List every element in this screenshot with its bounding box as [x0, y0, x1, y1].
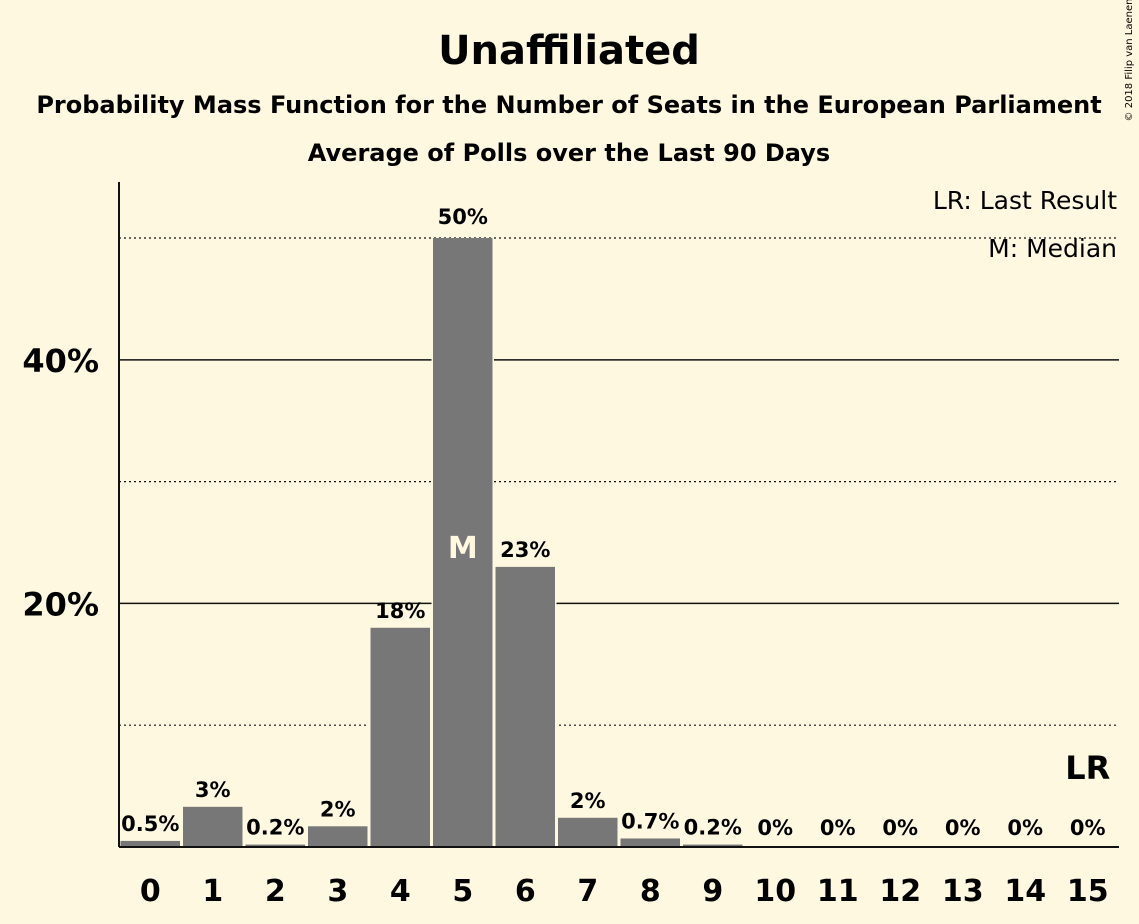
grid: [119, 237, 1119, 726]
data-label-9: 0.2%: [684, 816, 742, 840]
bar-5: [433, 238, 493, 847]
legend-entry-1: M: Median: [988, 234, 1117, 263]
x-tick-label-7: 7: [577, 874, 598, 909]
bar-0: [120, 840, 180, 847]
x-tick-label-13: 13: [942, 874, 984, 909]
data-label-5: 50%: [438, 205, 488, 229]
credit: © 2018 Filip van Laenen: [1124, 0, 1135, 121]
data-label-8: 0.7%: [621, 809, 679, 833]
bar-4: [370, 627, 430, 847]
legend-entry-0: LR: Last Result: [933, 186, 1117, 215]
x-tick-label-11: 11: [817, 874, 859, 909]
x-tick-label-2: 2: [265, 874, 286, 909]
bar-8: [620, 838, 680, 847]
x-tick-label-14: 14: [1004, 874, 1046, 909]
x-tick-label-8: 8: [640, 874, 661, 909]
x-tick-label-1: 1: [202, 874, 223, 909]
y-tick-label-1: 40%: [22, 342, 99, 380]
median-marker: M: [448, 531, 478, 566]
data-label-7: 2%: [570, 789, 606, 813]
x-tick-label-12: 12: [879, 874, 921, 909]
bar-9: [683, 844, 743, 847]
x-tick-label-0: 0: [140, 874, 161, 909]
x-tick-label-4: 4: [390, 874, 411, 909]
axes: 20%40%0 1 2 3 4 5 6 7 8 9 10 11 12 13 14 15: [22, 182, 1119, 909]
data-label-2: 0.2%: [246, 816, 304, 840]
legend: LR: Last Result M: Median: [933, 186, 1117, 263]
data-label-13: 0%: [945, 816, 981, 840]
data-label-1: 3%: [195, 778, 231, 802]
chart-subtitle: Probability Mass Function for the Number…: [36, 91, 1101, 119]
last-result-marker: LR: [1065, 749, 1110, 787]
bar-6: [495, 566, 555, 847]
x-tick-label-3: 3: [327, 874, 348, 909]
data-label-0: 0.5%: [121, 812, 179, 836]
data-label-12: 0%: [882, 816, 918, 840]
bar-2: [245, 844, 305, 847]
chart-title: Unaffiliated: [438, 28, 700, 74]
y-tick-label-0: 20%: [22, 585, 99, 623]
x-tick-label-15: 15: [1067, 874, 1109, 909]
x-tick-label-9: 9: [702, 874, 723, 909]
bar-1: [183, 806, 243, 847]
bar-3: [308, 826, 368, 847]
data-label-4: 18%: [375, 599, 425, 623]
data-label-6: 23%: [500, 538, 550, 562]
data-label-14: 0%: [1007, 816, 1043, 840]
x-tick-label-10: 10: [754, 874, 796, 909]
data-label-10: 0%: [757, 816, 793, 840]
data-label-11: 0%: [820, 816, 856, 840]
data-label-3: 2%: [320, 797, 356, 821]
data-label-15: 0%: [1070, 816, 1106, 840]
chart-subtitle-2: Average of Polls over the Last 90 Days: [308, 139, 830, 167]
x-tick-label-5: 5: [452, 874, 473, 909]
x-tick-label-6: 6: [515, 874, 536, 909]
bar-7: [558, 817, 618, 847]
bars: 0.5%3%0.2%2%18%50%23%2%0.7% 0.2% 0% 0% 0% 0% 0…: [119, 205, 1110, 847]
